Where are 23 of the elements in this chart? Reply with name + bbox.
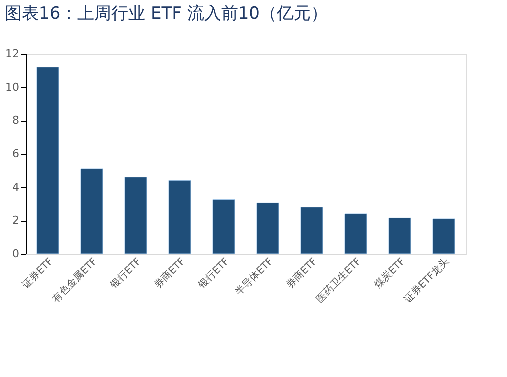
y-tick-label: 0 xyxy=(12,248,20,260)
y-tick-label: 12 xyxy=(6,48,20,60)
y-tick-label: 10 xyxy=(6,80,20,94)
bar xyxy=(212,200,236,254)
bar xyxy=(344,214,368,254)
bar xyxy=(300,207,324,254)
bar xyxy=(432,218,456,254)
y-tick-label: 4 xyxy=(12,180,20,194)
x-tick-label: 证券ETF龙头 xyxy=(402,256,452,306)
chart-title: 图表16：上周行业 ETF 流入前10（亿元） xyxy=(5,4,328,24)
y-tick-label: 2 xyxy=(12,214,20,228)
bar xyxy=(36,67,60,254)
y-tick-label: 8 xyxy=(12,114,20,128)
bar xyxy=(168,180,192,254)
bar xyxy=(388,218,412,254)
x-tick-label: 券商ETF xyxy=(284,256,320,292)
bar xyxy=(124,177,148,254)
x-tick-label: 银行ETF xyxy=(196,256,232,292)
bar xyxy=(80,168,104,254)
bar xyxy=(256,202,280,254)
y-tick-label: 6 xyxy=(12,148,20,160)
x-tick-label: 银行ETF xyxy=(108,256,144,292)
x-tick-label: 券商ETF xyxy=(152,256,188,292)
